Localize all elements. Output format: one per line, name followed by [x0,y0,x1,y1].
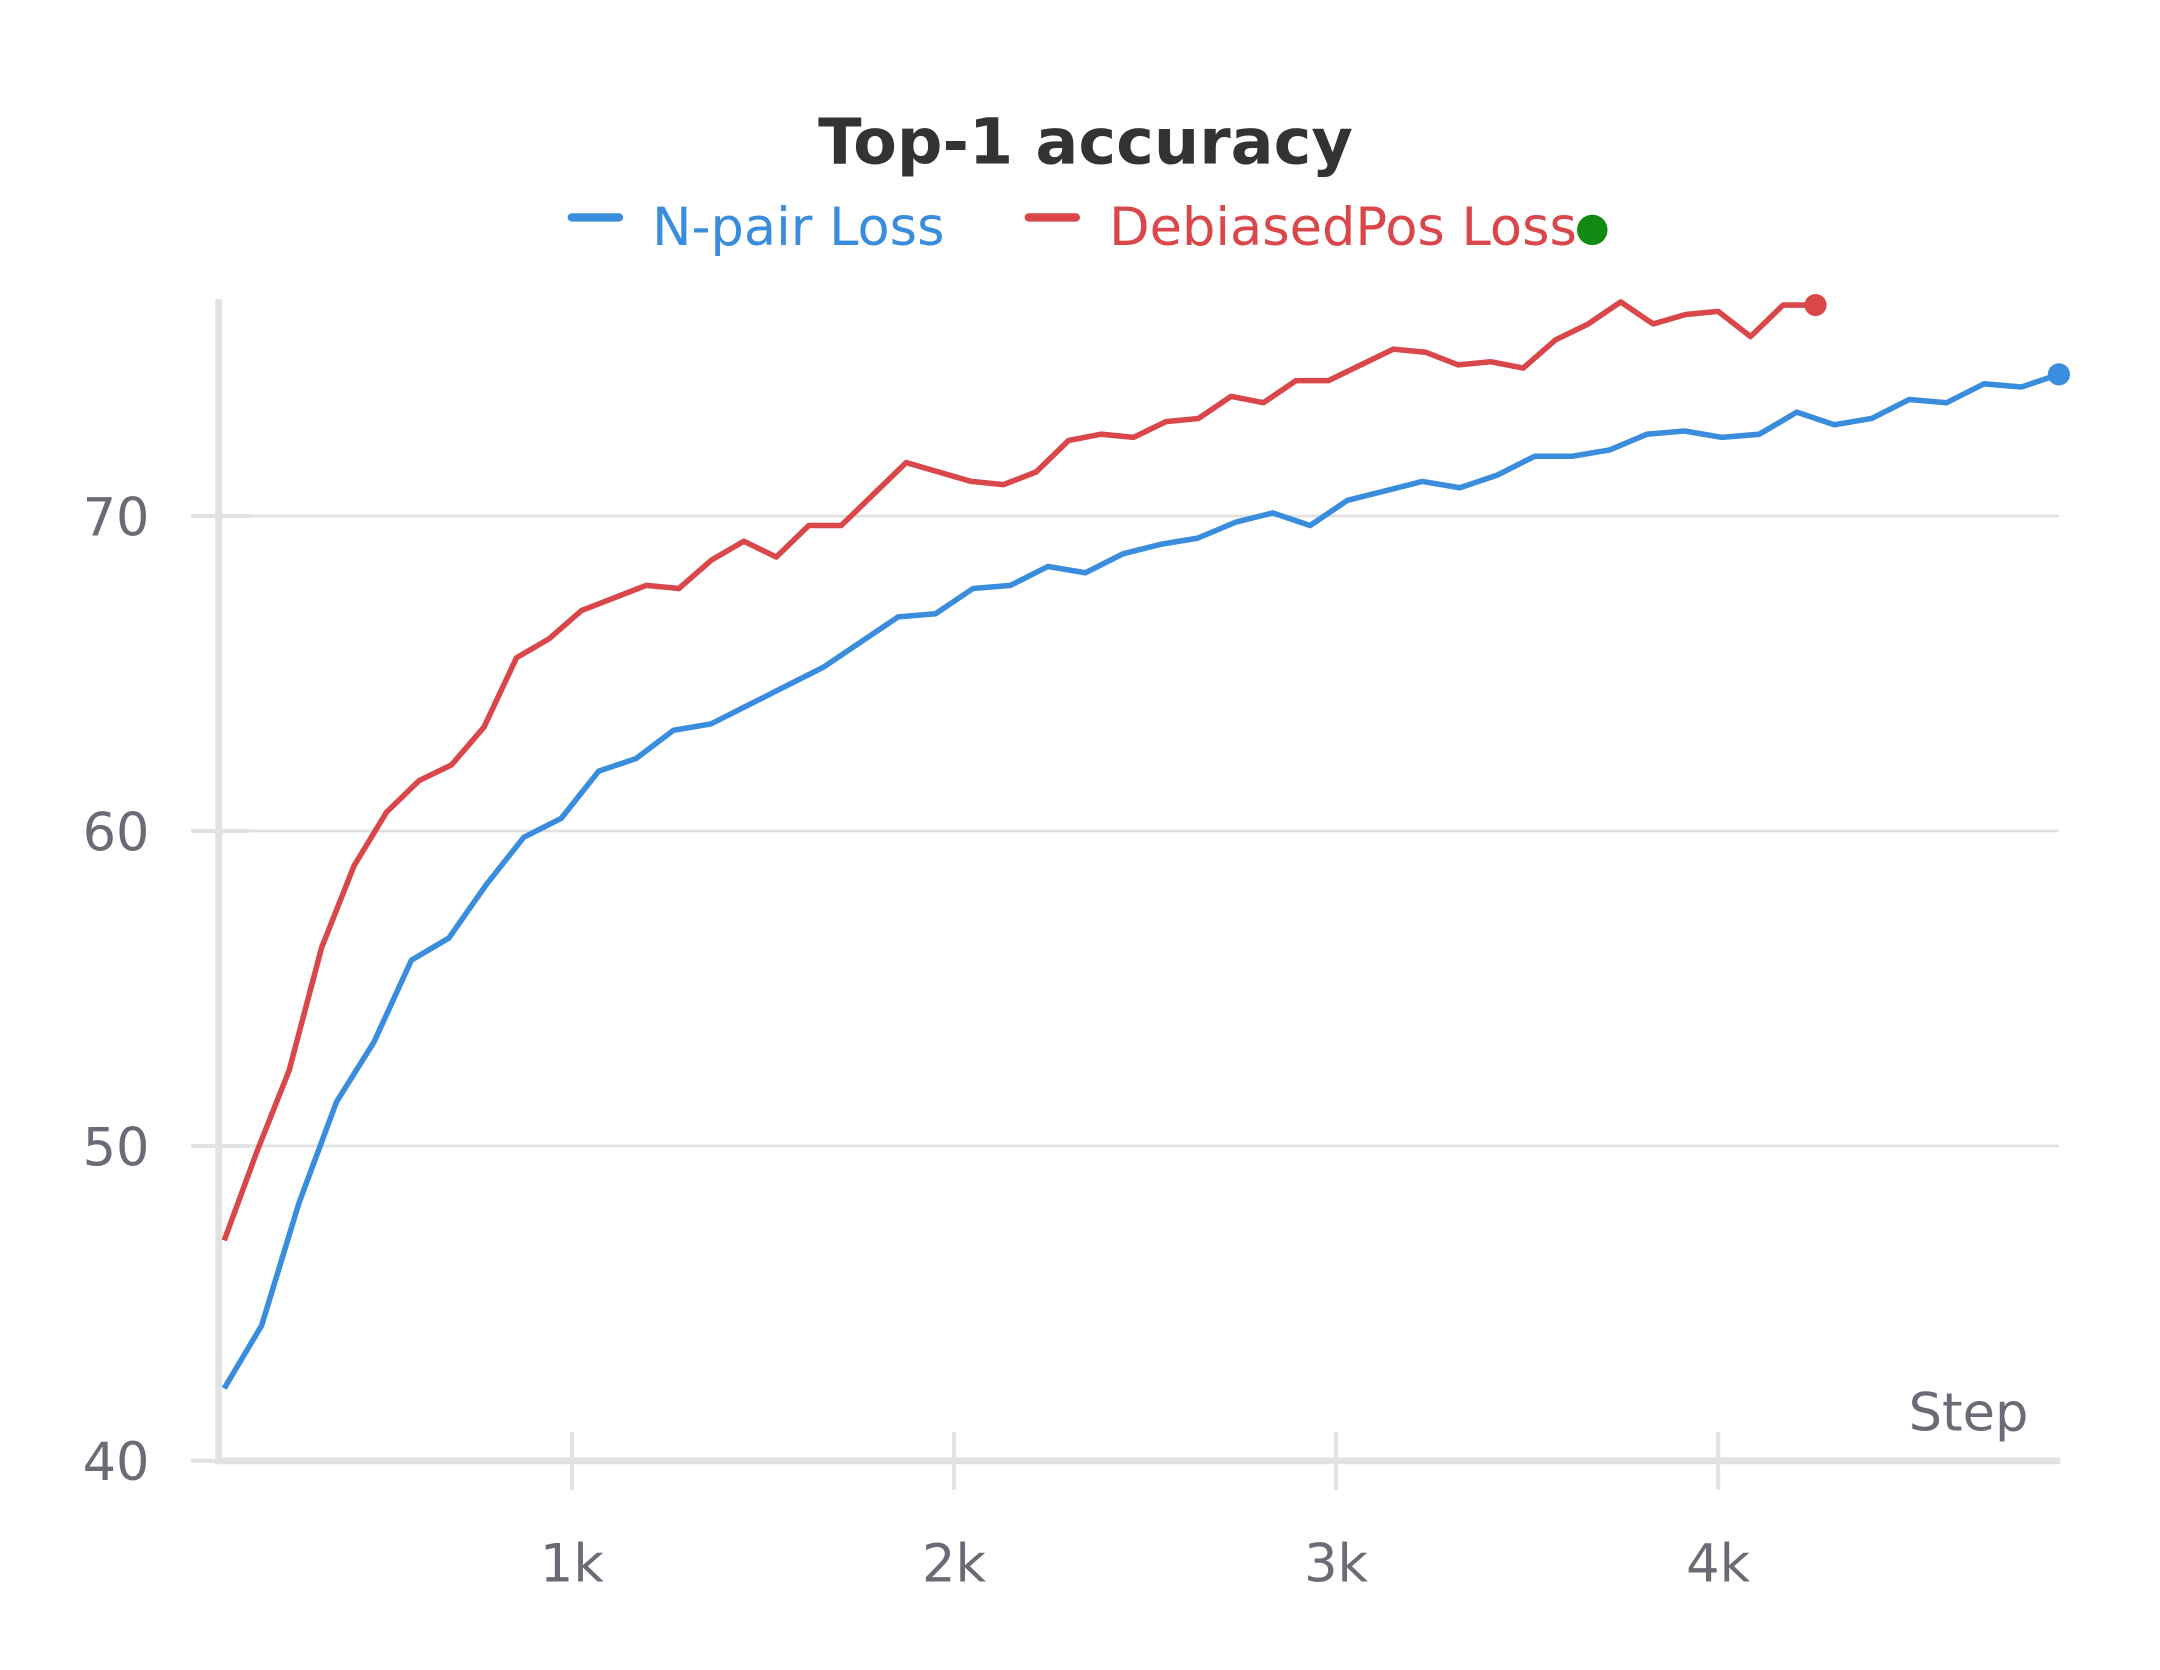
series-line [221,299,1816,1242]
legend-label: DebiasedPos Loss [1109,197,1577,258]
x-tick-label: 1k [540,1533,604,1594]
status-dot [1577,214,1608,246]
x-axis-label: Step [1909,1382,2029,1443]
y-tick-label: 50 [83,1117,150,1178]
end-point [1804,293,1827,317]
x-tick-label: 4k [1686,1533,1750,1594]
y-tick-label: 40 [83,1432,150,1493]
x-tick-label: 3k [1304,1533,1368,1594]
series-line [221,371,2060,1390]
y-tick-label: 60 [83,802,150,863]
y-tick-label: 70 [83,487,150,548]
x-tick-label: 2k [922,1533,986,1594]
end-point [2047,363,2070,386]
legend-label: N-pair Loss [652,197,944,258]
chart-title: Top-1 accuracy [818,105,1353,179]
